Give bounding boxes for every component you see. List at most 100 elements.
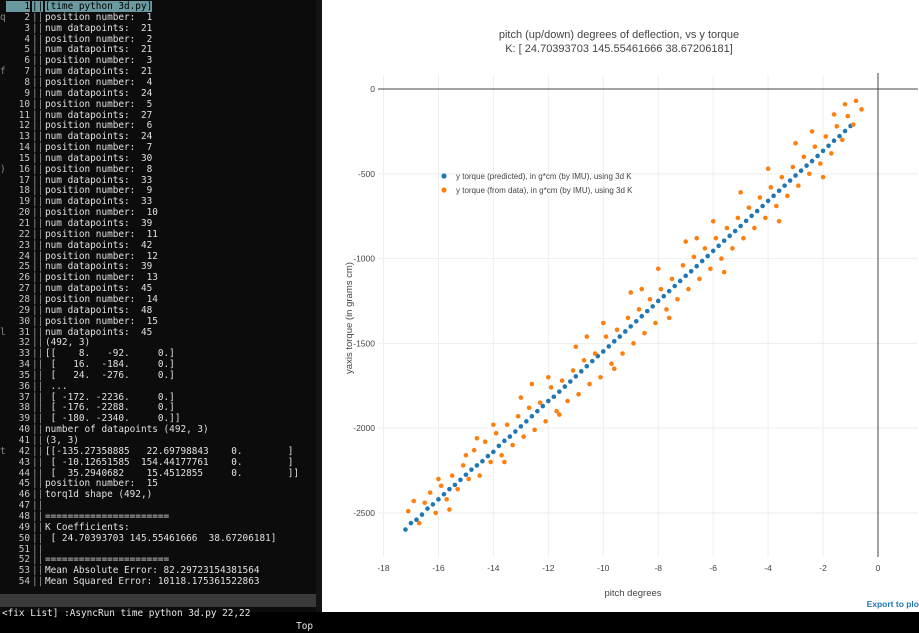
line-number: 23 bbox=[18, 239, 30, 251]
predicted-point bbox=[765, 198, 771, 204]
measured-point bbox=[746, 205, 752, 210]
measured-point bbox=[471, 447, 477, 453]
measured-point bbox=[719, 256, 724, 261]
quickfix-separator: || bbox=[32, 435, 44, 446]
line-text: num datapoints: 21 bbox=[45, 66, 153, 78]
line-text: [[ 8. -92. 0.] bbox=[45, 348, 175, 360]
quickfix-separator: || bbox=[32, 445, 44, 457]
measured-point bbox=[477, 473, 482, 478]
line-number: 48 bbox=[18, 510, 30, 522]
predicted-point bbox=[452, 482, 458, 488]
measured-point bbox=[631, 341, 636, 346]
line-number: 32 bbox=[18, 337, 30, 349]
status-right: Top bbox=[296, 621, 313, 632]
measured-point bbox=[548, 385, 554, 390]
line-gutter: f bbox=[0, 66, 6, 78]
line-number: 5 bbox=[24, 44, 30, 56]
measured-point bbox=[444, 497, 449, 502]
terminal-line: ) 16 || position number: 8 bbox=[0, 164, 316, 175]
line-number: 14 bbox=[18, 142, 30, 154]
quickfix-separator: || bbox=[32, 467, 44, 479]
quickfix-separator: || bbox=[32, 228, 44, 240]
predicted-point bbox=[815, 153, 820, 159]
terminal-line: f 7 || num datapoints: 21 bbox=[0, 66, 316, 77]
measured-point bbox=[828, 151, 834, 156]
quickfix-separator: || bbox=[32, 44, 44, 56]
quickfix-separator: || bbox=[32, 315, 44, 327]
terminal-panel[interactable]: 1 || [time python 3d.py] q 2 || position numbe… bbox=[0, 0, 316, 612]
line-number: 34 bbox=[18, 359, 30, 371]
measured-point bbox=[768, 185, 774, 190]
predicted-point bbox=[644, 308, 650, 314]
predicted-point bbox=[804, 163, 809, 168]
measured-point bbox=[710, 218, 716, 224]
y-tick-label: -2500 bbox=[353, 508, 375, 518]
predicted-point bbox=[485, 453, 491, 459]
terminal-line: 9 || num datapoints: 24 bbox=[0, 88, 316, 99]
line-text: num datapoints: 24 bbox=[45, 87, 153, 99]
measured-point bbox=[532, 427, 537, 433]
line-text: [ 16. -184. 0.] bbox=[45, 359, 175, 371]
measured-point bbox=[735, 215, 741, 221]
terminal-line: 6 || position number: 3 bbox=[0, 55, 316, 66]
line-number: 25 bbox=[18, 261, 30, 273]
line-number: 45 bbox=[18, 478, 30, 490]
line-text: [ -180. -2340. 0.]] bbox=[45, 413, 181, 425]
measured-point bbox=[680, 263, 686, 268]
vim-status-bar: <fix List] :AsyncRun time python 3d.py 2… bbox=[0, 594, 316, 632]
measured-point bbox=[686, 286, 691, 292]
export-to-plotly-link[interactable]: Export to plo bbox=[866, 599, 919, 609]
predicted-point bbox=[710, 248, 716, 254]
line-text: num datapoints: 42 bbox=[45, 239, 153, 251]
measured-point bbox=[796, 183, 801, 188]
quickfix-separator: || bbox=[32, 152, 44, 164]
terminal-line: 53 || Mean Absolute Error: 82.297231543815… bbox=[0, 565, 316, 576]
measured-point bbox=[801, 154, 807, 160]
line-number: 8 bbox=[24, 76, 30, 88]
quickfix-separator: || bbox=[32, 22, 44, 34]
chart-title: pitch (up/down) degrees of deflection, v… bbox=[499, 29, 739, 41]
legend[interactable]: y torque (predicted), in g*cm (by IMU), … bbox=[441, 172, 633, 195]
quickfix-separator: || bbox=[32, 33, 44, 45]
terminal-line: 5 || num datapoints: 21 bbox=[0, 44, 316, 55]
measured-point bbox=[653, 320, 658, 326]
quickfix-separator: || bbox=[32, 489, 44, 501]
measured-point bbox=[790, 164, 796, 170]
line-text: num datapoints: 39 bbox=[45, 218, 153, 229]
quickfix-separator: || bbox=[32, 391, 44, 403]
predicted-point bbox=[776, 188, 782, 194]
terminal-line: q 2 || position number: 1 bbox=[0, 12, 316, 23]
line-text: position number: 12 bbox=[45, 250, 158, 262]
terminal-line: 34 || [ 16. -184. 0.] bbox=[0, 359, 316, 370]
line-text: num datapoints: 45 bbox=[45, 326, 153, 338]
measured-point bbox=[809, 129, 815, 134]
measured-point bbox=[675, 296, 680, 302]
line-text: [ -10.12651585 154.44177761 0. ] bbox=[45, 456, 294, 468]
quickfix-separator: || bbox=[32, 456, 44, 468]
line-number: 33 bbox=[18, 348, 30, 360]
measured-point bbox=[466, 476, 471, 482]
predicted-point bbox=[837, 133, 842, 139]
measured-point bbox=[702, 246, 708, 251]
line-text: Mean Absolute Error: 82.29723154381564 bbox=[45, 565, 260, 577]
y-tick-label: -1000 bbox=[353, 254, 375, 264]
measured-point bbox=[557, 412, 562, 417]
quickfix-separator: || bbox=[32, 337, 44, 349]
measured-point bbox=[411, 498, 417, 504]
line-number: 44 bbox=[18, 467, 30, 479]
window-divider[interactable] bbox=[316, 0, 322, 612]
measured-point bbox=[488, 459, 493, 465]
line-text: position number: 15 bbox=[45, 315, 158, 327]
terminal-line: 48 || ====================== bbox=[0, 511, 316, 522]
series-group bbox=[405, 98, 864, 526]
predicted-point bbox=[403, 527, 408, 532]
line-number: 37 bbox=[18, 391, 30, 403]
predicted-point bbox=[688, 268, 694, 274]
measured-point bbox=[730, 246, 735, 251]
measured-point bbox=[603, 334, 609, 339]
line-number: 16 bbox=[18, 163, 30, 175]
grid bbox=[378, 75, 918, 557]
line-text: [ -176. -2288. 0.] bbox=[45, 402, 175, 414]
measured-point bbox=[482, 439, 488, 444]
scatter-chart[interactable]: pitch (up/down) degrees of deflection, v… bbox=[322, 0, 919, 612]
